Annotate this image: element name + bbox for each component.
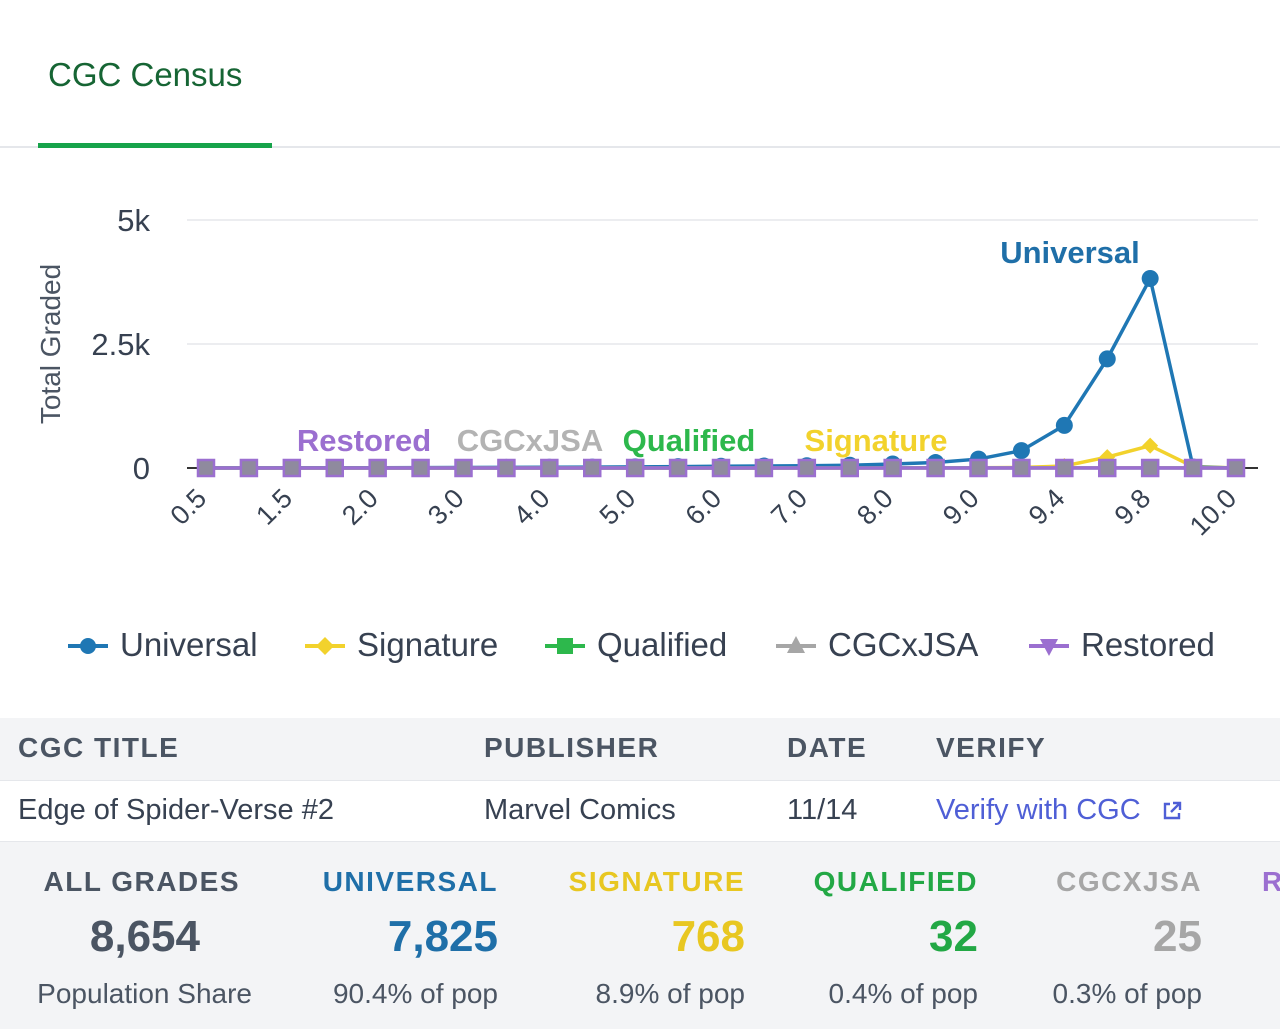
data-point: [969, 458, 988, 478]
data-point: [797, 458, 817, 478]
x-tick-label: 9.0: [937, 483, 985, 531]
legend-label: Restored: [1081, 626, 1215, 663]
x-tick-label: 1.5: [250, 483, 298, 531]
data-point: [754, 458, 774, 478]
data-point: [1141, 270, 1159, 288]
data-point: [840, 458, 859, 478]
stat-label: ALL GRADES: [43, 866, 240, 897]
stat-label: SIGNATURE: [568, 866, 745, 897]
data-point: [1183, 458, 1203, 478]
x-tick-label: 7.0: [765, 483, 813, 531]
data-point: [196, 458, 216, 478]
data-point: [411, 458, 430, 478]
data-point: [1012, 442, 1030, 460]
data-point: [368, 458, 387, 478]
legend-label: Qualified: [597, 626, 728, 663]
external-link-icon: [1163, 802, 1181, 820]
x-tick-label: 3.0: [422, 483, 470, 531]
stat-share: Population Share: [37, 978, 252, 1009]
series-annotation: Restored: [297, 423, 431, 458]
data-point: [926, 458, 945, 478]
legend-label: Universal: [120, 626, 258, 663]
x-tick-label: 10.0: [1184, 483, 1242, 541]
data-point: [1012, 458, 1031, 478]
tab-bar: CGC Census: [0, 0, 1280, 148]
y-tick-label: 2.5k: [91, 327, 150, 362]
legend-label: Signature: [357, 626, 499, 663]
x-tick-label: 2.0: [336, 483, 384, 531]
stat-restored: R: [1262, 842, 1280, 922]
x-tick-label: 6.0: [679, 483, 727, 531]
square-marker-icon: [545, 638, 585, 654]
triangle-marker-icon: [776, 636, 816, 653]
header-verify: VERIFY: [936, 732, 1047, 763]
x-tick-label: 8.0: [851, 483, 899, 531]
series-annotation: Qualified: [623, 423, 756, 458]
stat-label: QUALIFIED: [813, 866, 978, 897]
cell-publisher: Marvel Comics: [484, 794, 676, 826]
chart-legend: Universal Signature Qualified CGCxJSA Re…: [0, 618, 1280, 674]
data-point: [1140, 458, 1160, 478]
x-tick-label: 4.0: [508, 483, 556, 531]
stat-share: 0.4% of pop: [828, 978, 978, 1009]
stat-label: R: [1262, 866, 1280, 897]
data-point: [711, 458, 731, 478]
data-point: [1098, 458, 1117, 478]
series-annotation: Signature: [805, 423, 948, 458]
stat-value: 25: [1153, 912, 1202, 961]
data-point: [625, 458, 645, 478]
x-tick-label: 0.5: [164, 483, 212, 531]
diamond-marker-icon: [305, 637, 345, 655]
census-line-chart: 0 2.5k 5k Total Graded 0.5 1.5 2.0 3.0 4.0 5.0 6.0…: [35, 203, 1258, 541]
data-point: [668, 458, 688, 478]
data-point: [1098, 350, 1116, 368]
y-tick-label: 5k: [117, 203, 150, 238]
data-point: [239, 458, 259, 478]
header-publisher: PUBLISHER: [484, 732, 660, 763]
cell-date: 11/14: [787, 794, 858, 826]
data-point: [1055, 416, 1073, 434]
header-cgc-title: CGC TITLE: [18, 732, 180, 763]
header-date: DATE: [787, 732, 868, 763]
verify-with-cgc-link[interactable]: Verify with CGC: [936, 794, 1183, 827]
data-point: [1226, 458, 1246, 478]
triangle-down-marker-icon: [1029, 639, 1069, 656]
stat-share: 8.9% of pop: [595, 978, 745, 1009]
tab-cgc-census[interactable]: CGC Census: [38, 0, 272, 148]
stat-share: 90.4% of pop: [332, 978, 498, 1009]
x-tick-label: 5.0: [594, 483, 642, 531]
stat-value: 8,654: [89, 912, 200, 961]
x-tick-label: 9.4: [1023, 483, 1071, 531]
circle-marker-icon: [68, 638, 108, 654]
stat-value: 768: [671, 912, 745, 961]
series-annotation: CGCxJSA: [457, 423, 603, 458]
data-point: [325, 458, 344, 478]
data-point: [454, 458, 473, 478]
data-point: [583, 458, 602, 478]
stat-share: 0.3% of pop: [1052, 978, 1202, 1009]
stat-value: 32: [929, 912, 978, 961]
cell-title: Edge of Spider-Verse #2: [18, 794, 334, 826]
table-row: Edge of Spider-Verse #2 Marvel Comics 11…: [0, 781, 1280, 842]
tab-active-indicator: [38, 143, 272, 148]
y-axis-label: Total Graded: [35, 264, 66, 424]
series-annotation: Universal: [1000, 235, 1140, 270]
legend-label: CGCxJSA: [828, 626, 979, 663]
population-stats: ALL GRADES 8,654 Population Share UNIVER…: [0, 842, 1280, 1029]
verify-link-label: Verify with CGC: [936, 794, 1141, 826]
data-point: [540, 458, 559, 478]
table-header-row: CGC TITLE PUBLISHER DATE VERIFY: [0, 718, 1280, 781]
data-point: [1055, 458, 1074, 478]
data-point: [1142, 437, 1159, 454]
stat-label: UNIVERSAL: [322, 866, 498, 897]
tab-label: CGC Census: [48, 56, 243, 93]
data-point: [497, 458, 516, 478]
stat-value: 7,825: [387, 912, 498, 961]
data-point: [282, 458, 302, 478]
y-tick-label: 0: [133, 451, 150, 486]
data-point: [883, 458, 902, 478]
x-tick-label: 9.8: [1109, 483, 1157, 531]
stat-label: CGCXJSA: [1056, 866, 1202, 897]
